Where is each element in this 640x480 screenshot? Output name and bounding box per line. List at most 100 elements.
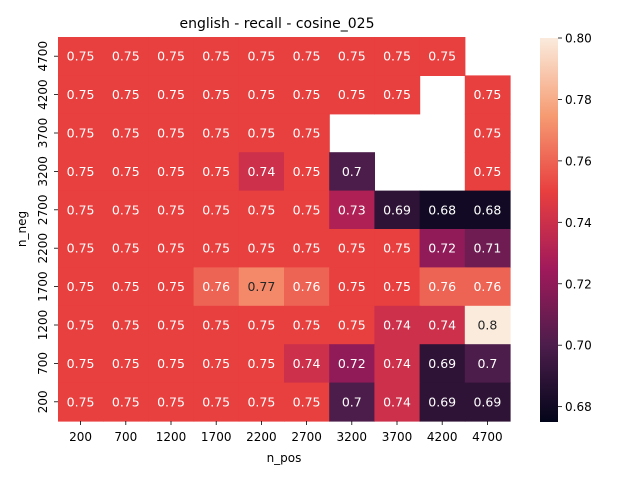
cell-value-label: 0.75: [112, 87, 140, 102]
cell-value-label: 0.75: [293, 241, 321, 256]
heatmap-cell: [284, 305, 330, 345]
cell-value-label: 0.75: [202, 241, 230, 256]
cell-value-label: 0.75: [293, 164, 321, 179]
y-tick-label: 2200: [36, 233, 50, 264]
heatmap-cell: [464, 152, 511, 192]
cell-value-label: 0.75: [293, 202, 321, 217]
heatmap-cell: [148, 75, 195, 115]
cell-value-label: 0.68: [428, 202, 456, 217]
cell-value-label: 0.75: [293, 49, 321, 64]
heatmap-cell: [284, 190, 330, 230]
heatmap-cell: [148, 229, 195, 268]
x-tick-label: 2700: [291, 430, 322, 444]
colorbar-tick-label: 0.80: [565, 32, 592, 46]
heatmap-cell: [193, 75, 240, 115]
cell-value-label: 0.75: [338, 241, 366, 256]
x-tick-label: 2200: [246, 430, 277, 444]
cell-value-label: 0.76: [428, 279, 456, 294]
heatmap-cell: [238, 344, 285, 384]
cell-value-label: 0.75: [112, 318, 140, 333]
colorbar-tick-label: 0.74: [565, 216, 592, 230]
heatmap-cell: [238, 37, 285, 76]
cell-value-label: 0.75: [247, 49, 275, 64]
heatmap-cells: [58, 37, 511, 422]
heatmap-cell: [329, 37, 375, 76]
heatmap-cell: [374, 344, 421, 384]
cell-value-label: 0.69: [383, 202, 411, 217]
cell-value-label: 0.76: [473, 279, 501, 294]
heatmap-cell: [238, 113, 285, 153]
heatmap-cell: [238, 267, 285, 307]
cell-value-label: 0.77: [247, 279, 275, 294]
cell-value-label: 0.75: [112, 202, 140, 217]
cell-value-label: 0.75: [157, 279, 185, 294]
heatmap-cell: [419, 305, 466, 345]
heatmap-cell: [419, 229, 466, 268]
y-axis-label: n_neg: [15, 211, 29, 247]
y-tick-label: 200: [36, 390, 50, 413]
x-axis-label: n_pos: [267, 451, 302, 465]
y-tick-label: 4200: [36, 79, 50, 110]
y-tick-label: 3200: [36, 156, 50, 187]
heatmap-cell: [419, 37, 466, 76]
cell-value-label: 0.75: [473, 126, 501, 141]
cell-value-label: 0.75: [202, 87, 230, 102]
cell-value-label: 0.74: [293, 356, 321, 371]
cell-value-label: 0.75: [157, 394, 185, 409]
heatmap-cell: [58, 113, 104, 153]
heatmap-cell: [329, 75, 375, 115]
cell-value-label: 0.75: [383, 87, 411, 102]
cell-value-label: 0.75: [428, 49, 456, 64]
heatmap-cell: [148, 37, 195, 76]
heatmap-cell: [103, 113, 149, 153]
cell-value-label: 0.75: [473, 87, 501, 102]
heatmap-cell: [148, 305, 195, 345]
cell-value-label: 0.75: [67, 164, 95, 179]
colorbar-tick-label: 0.68: [565, 400, 592, 414]
cell-value-label: 0.75: [157, 164, 185, 179]
heatmap-cell: [148, 344, 195, 384]
heatmap-cell: [193, 267, 240, 307]
heatmap-cell: [103, 229, 149, 268]
heatmap-cell: [58, 190, 104, 230]
colorbar-ticks: 0.68 0.70 0.72 0.74 0.76 0.78 0.80: [558, 32, 592, 414]
heatmap-cell: [464, 75, 511, 115]
x-tick-label: 200: [69, 430, 92, 444]
heatmap-cell: [374, 190, 421, 230]
heatmap-cell: [464, 113, 511, 153]
x-tick-label: 3700: [382, 430, 413, 444]
cell-value-label: 0.75: [202, 164, 230, 179]
x-tick-label: 3200: [337, 430, 368, 444]
cell-value-label: 0.7: [477, 356, 497, 371]
cell-value-label: 0.75: [112, 356, 140, 371]
heatmap-cell: [193, 37, 240, 76]
heatmap-cell: [419, 267, 466, 307]
heatmap-cell: [103, 267, 149, 307]
cell-value-label: 0.72: [428, 241, 456, 256]
heatmap-cell: [238, 305, 285, 345]
cell-value-label: 0.75: [157, 49, 185, 64]
cell-value-label: 0.72: [338, 356, 366, 371]
cell-value-label: 0.75: [293, 318, 321, 333]
heatmap-cell: [103, 305, 149, 345]
cell-value-label: 0.75: [67, 356, 95, 371]
cell-value-label: 0.75: [157, 87, 185, 102]
heatmap-cell: [464, 382, 511, 422]
heatmap-cell: [284, 267, 330, 307]
cell-value-label: 0.69: [428, 356, 456, 371]
colorbar-tick-label: 0.70: [565, 339, 592, 353]
cell-value-label: 0.75: [157, 241, 185, 256]
heatmap-cell: [329, 267, 375, 307]
x-tick-label: 1200: [156, 430, 187, 444]
heatmap-cell: [58, 267, 104, 307]
heatmap-cell: [103, 382, 149, 422]
x-tick-label: 1700: [201, 430, 232, 444]
heatmap-cell: [464, 190, 511, 230]
heatmap-cell: [464, 229, 511, 268]
y-tick-label: 3700: [36, 118, 50, 149]
cell-value-label: 0.75: [247, 241, 275, 256]
cell-value-label: 0.75: [112, 279, 140, 294]
cell-value-label: 0.75: [67, 318, 95, 333]
